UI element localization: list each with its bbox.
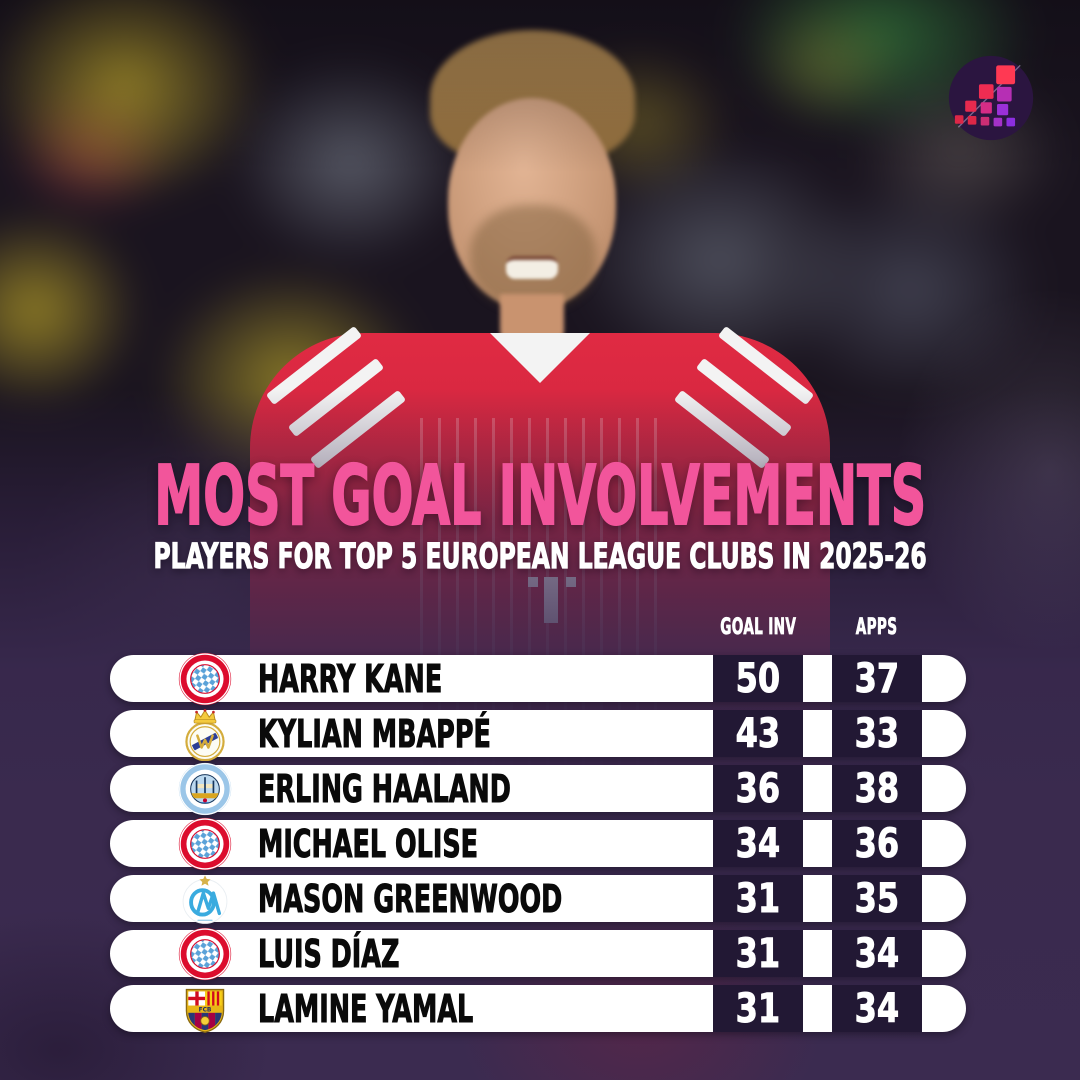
player-name: LAMINE YAMAL: [258, 986, 474, 1031]
goal-involvements-cell: 31: [713, 985, 803, 1032]
cell-separator: [803, 710, 832, 757]
barcelona-badge-icon: [178, 982, 232, 1036]
goal-involvements-value: 31: [735, 930, 781, 977]
bayern-munich-badge-icon: [178, 652, 232, 706]
apps-value: 34: [854, 985, 900, 1032]
goal-involvements-cell: 31: [713, 930, 803, 977]
apps-value: 33: [854, 710, 900, 757]
player-cell: LAMINE YAMAL: [110, 985, 713, 1032]
goal-involvements-value: 36: [735, 765, 781, 812]
page-subtitle: PLAYERS FOR TOP 5 EUROPEAN LEAGUE CLUBS …: [153, 537, 927, 577]
apps-cell: 33: [832, 710, 922, 757]
cell-separator: [803, 655, 832, 702]
goal-involvements-value: 34: [735, 820, 781, 867]
cell-separator: [803, 875, 832, 922]
table-row: ERLING HAALAND 36 38: [110, 765, 966, 812]
player-name: MICHAEL OLISE: [258, 821, 479, 866]
table-rows: HARRY KANE 50 37 KYLIAN MBAPPÉ 43 33 ERL…: [110, 655, 966, 1040]
goal-involvements-value: 43: [735, 710, 781, 757]
apps-value: 35: [854, 875, 900, 922]
rising-squares-chart-logo-icon: [948, 55, 1034, 141]
apps-column-label: APPS: [856, 615, 898, 640]
apps-cell: 34: [832, 930, 922, 977]
cell-separator: [803, 820, 832, 867]
table-row: LUIS DÍAZ 31 34: [110, 930, 966, 977]
table-row: KYLIAN MBAPPÉ 43 33: [110, 710, 966, 757]
table-row: LAMINE YAMAL 31 34: [110, 985, 966, 1032]
goal-involvements-cell: 36: [713, 765, 803, 812]
row-end-cap: [922, 710, 966, 757]
apps-value: 36: [854, 820, 900, 867]
apps-value: 37: [854, 655, 900, 702]
player-name: HARRY KANE: [258, 656, 443, 701]
apps-cell: 38: [832, 765, 922, 812]
bayern-munich-badge-icon: [178, 817, 232, 871]
table-row: MICHAEL OLISE 34 36: [110, 820, 966, 867]
table-row: MASON GREENWOOD 31 35: [110, 875, 966, 922]
bayern-munich-badge-icon: [178, 927, 232, 981]
row-end-cap: [922, 655, 966, 702]
apps-cell: 35: [832, 875, 922, 922]
apps-value: 38: [854, 765, 900, 812]
player-cell: HARRY KANE: [110, 655, 713, 702]
apps-column-header: APPS: [832, 614, 922, 642]
goal-involvements-column-label: GOAL INV: [720, 615, 796, 640]
player-cell: LUIS DÍAZ: [110, 930, 713, 977]
player-name: MASON GREENWOOD: [258, 876, 563, 921]
goal-involvements-value: 50: [735, 655, 781, 702]
real-madrid-badge-icon: [178, 707, 232, 761]
subtitle-block: PLAYERS FOR TOP 5 EUROPEAN LEAGUE CLUBS …: [0, 537, 1080, 577]
row-end-cap: [922, 930, 966, 977]
goal-involvements-value: 31: [735, 985, 781, 1032]
apps-cell: 36: [832, 820, 922, 867]
manchester-city-badge-icon: [178, 762, 232, 816]
table-row: HARRY KANE 50 37: [110, 655, 966, 702]
marseille-badge-icon: [178, 872, 232, 926]
row-end-cap: [922, 820, 966, 867]
table-header: GOAL INV APPS: [110, 614, 966, 642]
apps-cell: 37: [832, 655, 922, 702]
goal-involvements-cell: 43: [713, 710, 803, 757]
goal-involvements-cell: 31: [713, 875, 803, 922]
title-block: MOST GOAL INVOLVEMENTS: [0, 449, 1080, 544]
player-name: LUIS DÍAZ: [258, 931, 400, 976]
goal-involvements-value: 31: [735, 875, 781, 922]
goal-involvements-column-header: GOAL INV: [713, 614, 803, 642]
apps-cell: 34: [832, 985, 922, 1032]
cell-separator: [803, 985, 832, 1032]
cell-separator: [803, 930, 832, 977]
goal-involvements-cell: 50: [713, 655, 803, 702]
player-name: KYLIAN MBAPPÉ: [258, 711, 492, 756]
player-cell: MICHAEL OLISE: [110, 820, 713, 867]
row-end-cap: [922, 875, 966, 922]
page-title: MOST GOAL INVOLVEMENTS: [153, 449, 926, 544]
apps-value: 34: [854, 930, 900, 977]
row-end-cap: [922, 985, 966, 1032]
cell-separator: [803, 765, 832, 812]
row-end-cap: [922, 765, 966, 812]
player-name: ERLING HAALAND: [258, 766, 512, 811]
player-cell: MASON GREENWOOD: [110, 875, 713, 922]
goal-involvements-cell: 34: [713, 820, 803, 867]
player-cell: KYLIAN MBAPPÉ: [110, 710, 713, 757]
player-cell: ERLING HAALAND: [110, 765, 713, 812]
